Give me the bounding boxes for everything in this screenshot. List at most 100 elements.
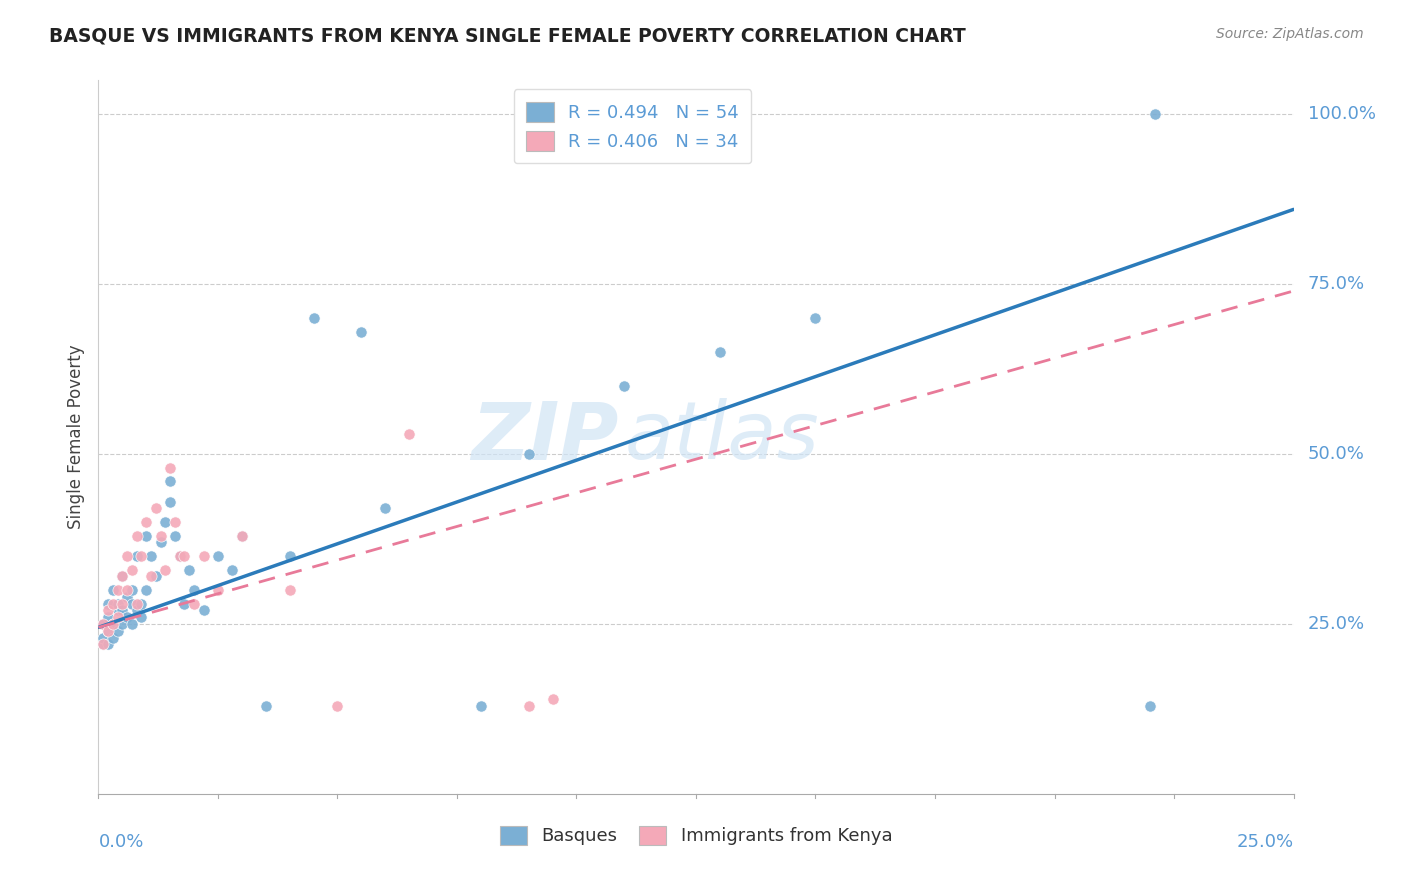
Point bbox=[169, 549, 191, 563]
Point bbox=[107, 610, 129, 624]
Point bbox=[517, 447, 540, 461]
Point bbox=[278, 549, 301, 563]
Point bbox=[121, 563, 143, 577]
Point bbox=[159, 494, 181, 508]
Point bbox=[207, 549, 229, 563]
Text: ZIP: ZIP bbox=[471, 398, 619, 476]
Point bbox=[91, 617, 114, 632]
Point bbox=[121, 597, 143, 611]
Text: BASQUE VS IMMIGRANTS FROM KENYA SINGLE FEMALE POVERTY CORRELATION CHART: BASQUE VS IMMIGRANTS FROM KENYA SINGLE F… bbox=[49, 27, 966, 45]
Point bbox=[193, 603, 215, 617]
Legend: Basques, Immigrants from Kenya: Basques, Immigrants from Kenya bbox=[489, 815, 903, 856]
Text: atlas: atlas bbox=[624, 398, 820, 476]
Point bbox=[97, 597, 120, 611]
Point bbox=[111, 617, 134, 632]
Point bbox=[125, 597, 148, 611]
Point bbox=[517, 698, 540, 713]
Point bbox=[107, 624, 129, 638]
Point bbox=[101, 582, 124, 597]
Point bbox=[121, 617, 143, 632]
Point bbox=[145, 569, 167, 583]
Point bbox=[159, 475, 181, 489]
Point bbox=[101, 617, 124, 632]
Point bbox=[183, 597, 205, 611]
Point bbox=[709, 345, 731, 359]
Text: 75.0%: 75.0% bbox=[1308, 275, 1365, 293]
Point bbox=[173, 549, 195, 563]
Point bbox=[91, 637, 114, 651]
Point bbox=[1139, 698, 1161, 713]
Point bbox=[278, 582, 301, 597]
Point bbox=[139, 549, 162, 563]
Point bbox=[221, 563, 243, 577]
Point bbox=[97, 624, 120, 638]
Text: 100.0%: 100.0% bbox=[1308, 105, 1376, 123]
Point bbox=[135, 582, 157, 597]
Y-axis label: Single Female Poverty: Single Female Poverty bbox=[66, 345, 84, 529]
Point bbox=[155, 563, 177, 577]
Text: 25.0%: 25.0% bbox=[1236, 833, 1294, 851]
Point bbox=[326, 698, 349, 713]
Point bbox=[149, 528, 172, 542]
Point bbox=[131, 610, 153, 624]
Point bbox=[107, 582, 129, 597]
Point bbox=[97, 610, 120, 624]
Point bbox=[139, 569, 162, 583]
Point bbox=[145, 501, 167, 516]
Point bbox=[350, 325, 373, 339]
Point bbox=[131, 597, 153, 611]
Point bbox=[91, 631, 114, 645]
Point bbox=[231, 528, 253, 542]
Point bbox=[155, 515, 177, 529]
Point bbox=[173, 597, 195, 611]
Point bbox=[163, 528, 186, 542]
Point bbox=[107, 603, 129, 617]
Point bbox=[97, 603, 120, 617]
Text: 50.0%: 50.0% bbox=[1308, 445, 1365, 463]
Point bbox=[231, 528, 253, 542]
Point bbox=[91, 617, 114, 632]
Point bbox=[254, 698, 277, 713]
Text: 0.0%: 0.0% bbox=[98, 833, 143, 851]
Point bbox=[125, 528, 148, 542]
Point bbox=[101, 617, 124, 632]
Point bbox=[131, 549, 153, 563]
Point bbox=[125, 603, 148, 617]
Point bbox=[135, 528, 157, 542]
Point bbox=[183, 582, 205, 597]
Point bbox=[179, 563, 201, 577]
Point bbox=[149, 535, 172, 549]
Point bbox=[163, 515, 186, 529]
Point bbox=[159, 460, 181, 475]
Point bbox=[115, 549, 138, 563]
Point bbox=[398, 426, 420, 441]
Point bbox=[125, 549, 148, 563]
Point bbox=[121, 582, 143, 597]
Point bbox=[111, 603, 134, 617]
Point bbox=[115, 610, 138, 624]
Point bbox=[107, 597, 129, 611]
Point bbox=[101, 597, 124, 611]
Point bbox=[115, 590, 138, 604]
Point bbox=[91, 637, 114, 651]
Point bbox=[193, 549, 215, 563]
Point bbox=[111, 569, 134, 583]
Point bbox=[302, 311, 325, 326]
Point bbox=[169, 549, 191, 563]
Point bbox=[207, 582, 229, 597]
Point bbox=[470, 698, 492, 713]
Point bbox=[804, 311, 827, 326]
Text: Source: ZipAtlas.com: Source: ZipAtlas.com bbox=[1216, 27, 1364, 41]
Text: 25.0%: 25.0% bbox=[1308, 615, 1365, 633]
Point bbox=[111, 569, 134, 583]
Point bbox=[1143, 107, 1166, 121]
Point bbox=[97, 624, 120, 638]
Point bbox=[135, 515, 157, 529]
Point bbox=[111, 597, 134, 611]
Point bbox=[374, 501, 396, 516]
Point bbox=[97, 637, 120, 651]
Point bbox=[101, 631, 124, 645]
Point bbox=[541, 691, 564, 706]
Point bbox=[115, 582, 138, 597]
Point bbox=[613, 379, 636, 393]
